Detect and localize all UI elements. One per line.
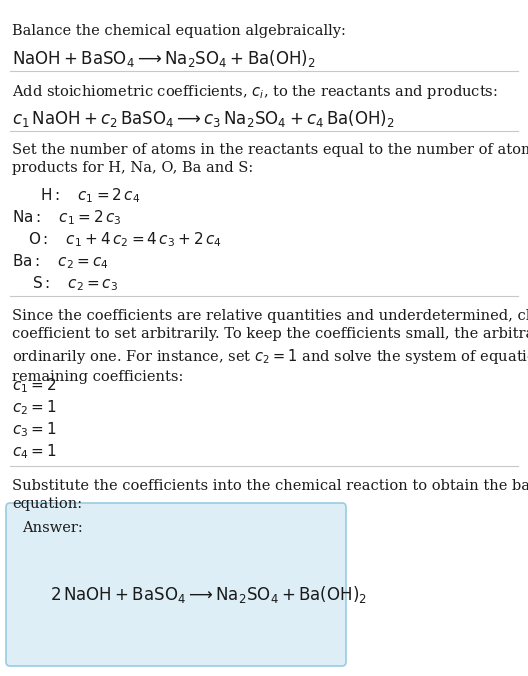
Text: Balance the chemical equation algebraically:: Balance the chemical equation algebraica… bbox=[12, 24, 346, 38]
Text: Set the number of atoms in the reactants equal to the number of atoms in the
pro: Set the number of atoms in the reactants… bbox=[12, 143, 528, 175]
FancyBboxPatch shape bbox=[6, 503, 346, 666]
Text: $\mathrm{Na:}\quad c_1 = 2\,c_3$: $\mathrm{Na:}\quad c_1 = 2\,c_3$ bbox=[12, 208, 121, 226]
Text: Since the coefficients are relative quantities and underdetermined, choose a
coe: Since the coefficients are relative quan… bbox=[12, 309, 528, 385]
Text: $\mathregular{NaOH + BaSO_4}\longrightarrow\mathregular{Na_2SO_4 + Ba(OH)_2}$: $\mathregular{NaOH + BaSO_4}\longrightar… bbox=[12, 48, 316, 69]
Text: $2\,\mathregular{NaOH + BaSO_4}\longrightarrow\mathregular{Na_2SO_4 + Ba(OH)_2}$: $2\,\mathregular{NaOH + BaSO_4}\longrigh… bbox=[50, 584, 367, 605]
Text: $\mathrm{Ba:}\quad c_2 = c_4$: $\mathrm{Ba:}\quad c_2 = c_4$ bbox=[12, 252, 109, 270]
Text: $c_1 = 2$: $c_1 = 2$ bbox=[12, 376, 56, 395]
Text: $c_3 = 1$: $c_3 = 1$ bbox=[12, 420, 56, 439]
Text: $c_2 = 1$: $c_2 = 1$ bbox=[12, 398, 56, 416]
Text: Answer:: Answer: bbox=[22, 521, 83, 535]
Text: Add stoichiometric coefficients, $c_i$, to the reactants and products:: Add stoichiometric coefficients, $c_i$, … bbox=[12, 83, 498, 101]
Text: $\mathrm{H:}\quad c_1 = 2\,c_4$: $\mathrm{H:}\quad c_1 = 2\,c_4$ bbox=[40, 186, 140, 205]
Text: $\mathrm{O:}\quad c_1 + 4\,c_2 = 4\,c_3 + 2\,c_4$: $\mathrm{O:}\quad c_1 + 4\,c_2 = 4\,c_3 … bbox=[28, 230, 222, 249]
Text: $\mathrm{S:}\quad c_2 = c_3$: $\mathrm{S:}\quad c_2 = c_3$ bbox=[32, 274, 118, 293]
Text: Substitute the coefficients into the chemical reaction to obtain the balanced
eq: Substitute the coefficients into the che… bbox=[12, 479, 528, 512]
Text: $c_1\,\mathregular{NaOH} + c_2\,\mathregular{BaSO_4}\longrightarrow c_3\,\mathre: $c_1\,\mathregular{NaOH} + c_2\,\mathreg… bbox=[12, 108, 394, 129]
Text: $c_4 = 1$: $c_4 = 1$ bbox=[12, 442, 56, 461]
